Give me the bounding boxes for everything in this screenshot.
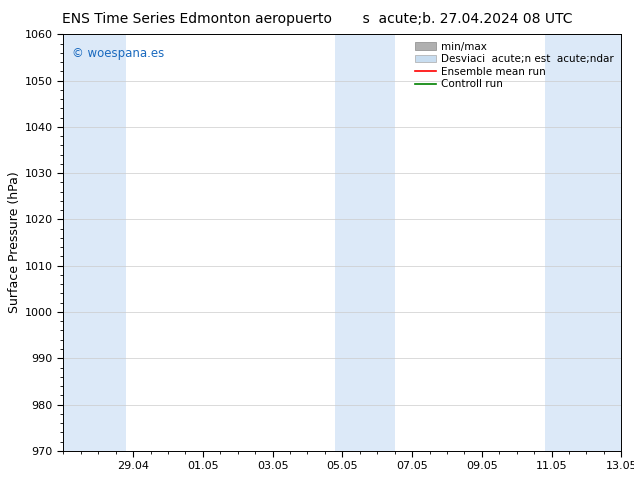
Bar <box>335 34 394 451</box>
Y-axis label: Surface Pressure (hPa): Surface Pressure (hPa) <box>8 172 21 314</box>
Text: © woespana.es: © woespana.es <box>72 47 164 60</box>
Legend: min/max, Desviaci  acute;n est  acute;ndar, Ensemble mean run, Controll run: min/max, Desviaci acute;n est acute;ndar… <box>411 37 618 94</box>
Bar <box>63 34 126 451</box>
Text: ENS Time Series Edmonton aeropuerto       s  acute;b. 27.04.2024 08 UTC: ENS Time Series Edmonton aeropuerto s ac… <box>61 12 573 26</box>
Bar <box>545 34 621 451</box>
